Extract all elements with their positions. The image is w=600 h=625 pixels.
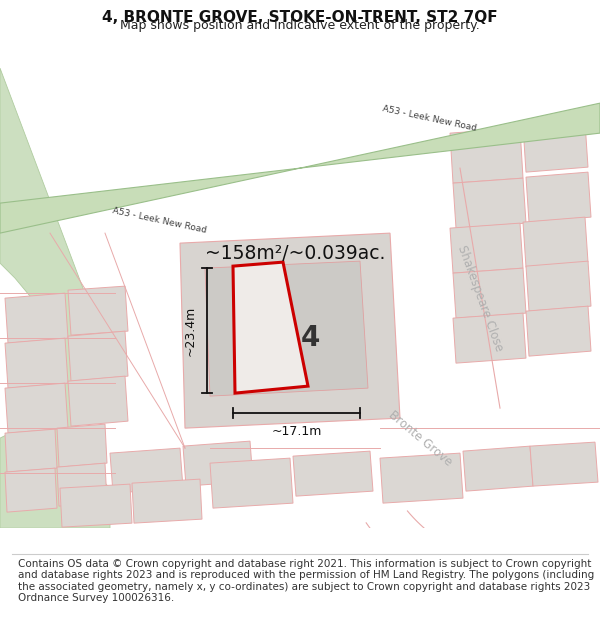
Polygon shape [68, 286, 128, 335]
Polygon shape [210, 458, 293, 508]
Polygon shape [293, 451, 373, 496]
Polygon shape [450, 128, 523, 183]
Polygon shape [68, 376, 128, 426]
Polygon shape [0, 68, 115, 528]
Polygon shape [183, 441, 253, 486]
Polygon shape [526, 306, 591, 356]
Polygon shape [233, 262, 308, 393]
Polygon shape [180, 233, 400, 428]
Polygon shape [60, 484, 132, 527]
Polygon shape [526, 172, 591, 222]
Polygon shape [5, 338, 68, 388]
Polygon shape [132, 479, 202, 523]
Polygon shape [0, 103, 600, 233]
Text: Map shows position and indicative extent of the property.: Map shows position and indicative extent… [120, 19, 480, 31]
Text: ~23.4m: ~23.4m [184, 306, 197, 356]
Text: 4, BRONTE GROVE, STOKE-ON-TRENT, ST2 7QF: 4, BRONTE GROVE, STOKE-ON-TRENT, ST2 7QF [102, 10, 498, 25]
Polygon shape [68, 331, 128, 381]
Polygon shape [453, 268, 526, 318]
Polygon shape [110, 448, 183, 493]
Polygon shape [5, 383, 68, 433]
Text: A53 - Leek New Road: A53 - Leek New Road [382, 104, 478, 132]
Polygon shape [57, 463, 107, 506]
Text: ~17.1m: ~17.1m [271, 425, 322, 438]
Polygon shape [526, 261, 591, 311]
Text: Bronte Grove: Bronte Grove [386, 408, 454, 468]
Polygon shape [380, 453, 463, 503]
Polygon shape [205, 261, 368, 396]
Text: A53 - Leek New Road: A53 - Leek New Road [112, 206, 208, 234]
Polygon shape [453, 178, 526, 228]
Text: ~158m²/~0.039ac.: ~158m²/~0.039ac. [205, 244, 385, 262]
Polygon shape [463, 446, 533, 491]
Polygon shape [453, 313, 526, 363]
Polygon shape [523, 122, 588, 172]
Polygon shape [5, 468, 57, 512]
Text: Contains OS data © Crown copyright and database right 2021. This information is : Contains OS data © Crown copyright and d… [18, 559, 594, 603]
Polygon shape [450, 223, 523, 273]
Polygon shape [57, 424, 107, 467]
Polygon shape [5, 429, 57, 472]
Polygon shape [530, 442, 598, 486]
Polygon shape [5, 293, 68, 343]
Polygon shape [523, 217, 588, 267]
Text: 4: 4 [301, 324, 320, 352]
Text: Shakespeare Close: Shakespeare Close [455, 243, 505, 353]
